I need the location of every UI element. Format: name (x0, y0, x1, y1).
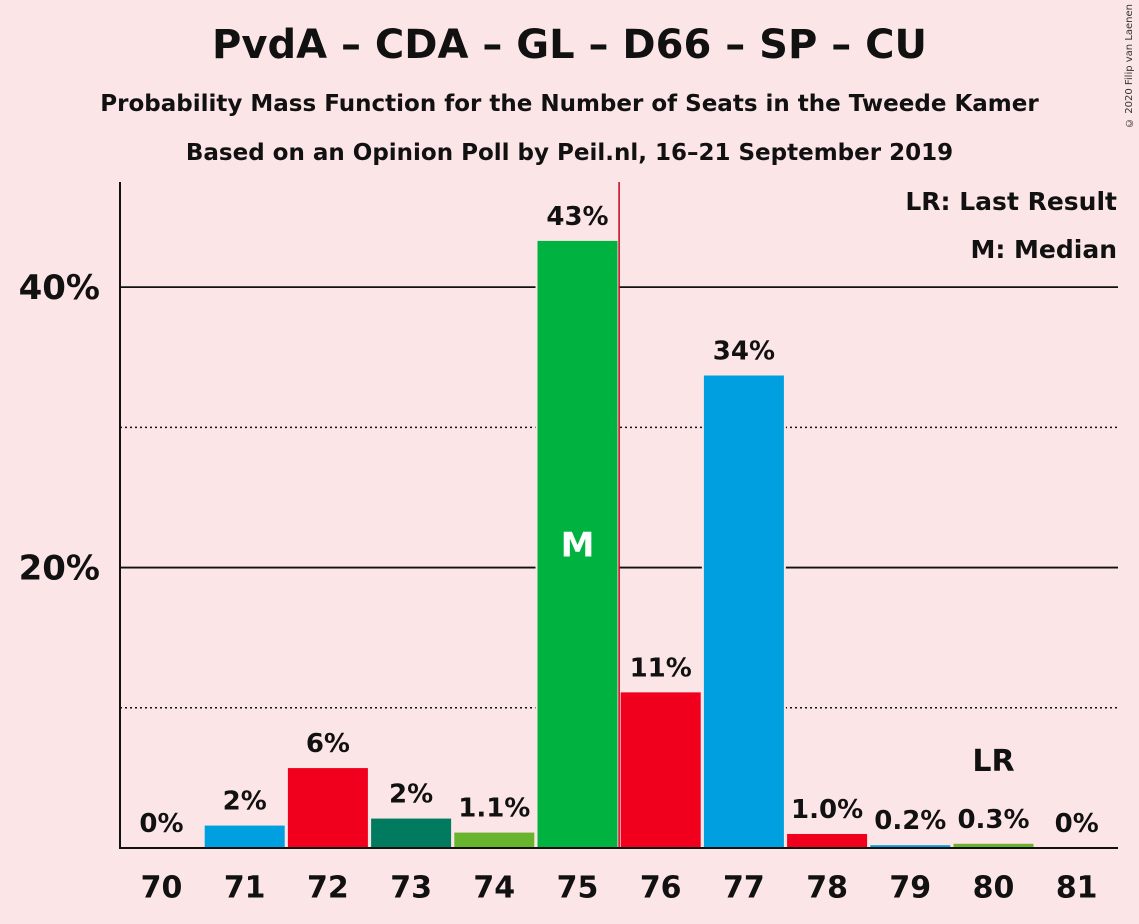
value-label: 0.3% (957, 805, 1029, 835)
bar-seat-80 (953, 843, 1034, 848)
bar-seat-78 (787, 833, 868, 848)
y-tick-label: 40% (19, 268, 100, 308)
value-label: 2% (223, 787, 267, 817)
value-label: 6% (306, 729, 350, 759)
bar-seat-76 (620, 692, 701, 848)
y-tick-label: 20% (19, 549, 100, 589)
x-axis-labels: 70 71 72 73 74 75 76 77 78 79 80 81 (141, 871, 1098, 906)
x-tick-label: 78 (806, 871, 848, 906)
bar-seat-73 (371, 818, 452, 848)
x-tick-label: 72 (307, 871, 349, 906)
x-tick-label: 70 (141, 871, 183, 906)
bars: M LR (202, 182, 1036, 848)
value-label: 43% (546, 202, 608, 232)
x-tick-label: 75 (557, 871, 599, 906)
value-label: 0.2% (874, 806, 946, 836)
value-label: 34% (713, 336, 775, 366)
value-label: 1.1% (458, 794, 530, 824)
chart-subtitle: Probability Mass Function for the Number… (100, 91, 1039, 117)
x-tick-label: 73 (390, 871, 432, 906)
bar-seat-71 (204, 825, 285, 848)
legend-last-result: LR: Last Result (905, 187, 1117, 216)
y-axis-labels: 20% 40% (19, 268, 100, 588)
median-marker: M (561, 525, 595, 565)
value-label: 11% (630, 653, 692, 683)
value-label: 0% (1055, 809, 1099, 839)
x-tick-label: 77 (723, 871, 765, 906)
bar-seat-72 (287, 768, 368, 848)
bar-seat-77 (703, 375, 784, 848)
x-tick-label: 74 (473, 871, 515, 906)
chart-source: Based on an Opinion Poll by Peil.nl, 16–… (185, 140, 954, 166)
legend-median: M: Median (970, 235, 1117, 264)
value-labels: 0% 2% 6% 2% 1.1% 43% 11% 34% 1.0% 0.2% 0.3% 0% (139, 202, 1098, 839)
x-tick-label: 81 (1056, 871, 1098, 906)
x-tick-label: 79 (889, 871, 931, 906)
value-label: 1.0% (791, 795, 863, 825)
last-result-marker: LR (972, 744, 1014, 779)
chart-title: PvdA – CDA – GL – D66 – SP – CU (212, 22, 927, 68)
x-tick-label: 76 (640, 871, 682, 906)
x-tick-label: 71 (224, 871, 266, 906)
bar-seat-75 (537, 240, 618, 848)
value-label: 2% (389, 780, 433, 810)
bar-seat-74 (454, 832, 535, 848)
value-label: 0% (139, 809, 183, 839)
x-tick-label: 80 (973, 871, 1015, 906)
bar-seat-79 (870, 845, 951, 848)
